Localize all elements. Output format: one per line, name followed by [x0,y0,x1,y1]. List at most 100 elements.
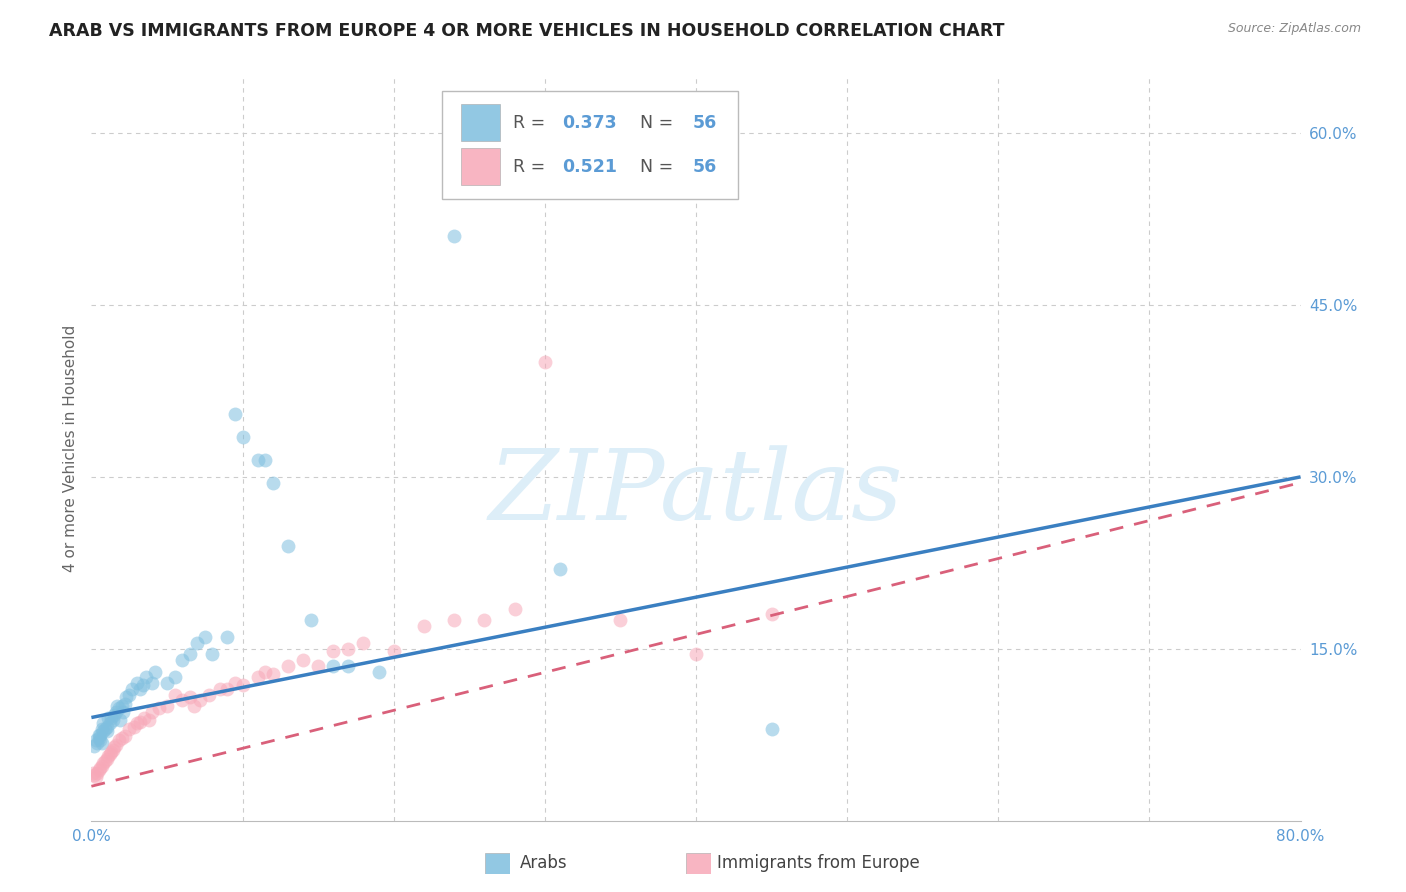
Point [98,747,121,761]
Point [299,613,322,627]
Point [194,630,217,644]
Point [132,678,155,692]
Point [94,754,117,768]
Point [93,756,115,771]
Point [87,728,110,742]
Point [163,688,186,702]
Point [141,705,163,719]
Point [246,452,269,467]
Text: 0.521: 0.521 [562,158,617,176]
Point [337,659,360,673]
Point [292,653,315,667]
Point [121,681,143,696]
Point [108,713,131,727]
Point [86,736,108,750]
Point [382,644,405,658]
Point [105,699,128,714]
Point [337,641,360,656]
Text: 0.373: 0.373 [562,113,616,132]
Point [231,430,253,444]
Text: ZIPatlas: ZIPatlas [489,445,903,541]
Point [141,676,163,690]
Point [156,699,179,714]
Point [217,630,239,644]
Point [685,648,707,662]
Text: 56: 56 [692,158,717,176]
Point [83,739,105,753]
Text: Immigrants from Europe: Immigrants from Europe [717,855,920,872]
Text: 56: 56 [692,113,717,132]
Text: Source: ZipAtlas.com: Source: ZipAtlas.com [1227,22,1361,36]
Point [86,765,108,780]
Point [83,768,105,782]
Point [135,670,157,684]
Point [93,724,115,739]
Point [101,742,124,756]
Point [94,722,117,736]
Point [231,678,253,692]
Point [98,716,121,731]
Point [100,710,122,724]
Point [122,720,145,734]
Point [104,705,127,719]
Point [134,710,156,724]
Point [104,738,127,752]
Point [89,733,111,747]
Point [93,716,115,731]
Point [609,613,631,627]
Point [101,713,124,727]
Point [114,729,136,743]
Point [84,733,107,747]
Text: R =: R = [513,113,551,132]
Point [96,724,118,739]
Point [548,561,571,575]
Point [128,681,150,696]
Point [217,681,239,696]
Point [148,701,170,715]
Point [761,722,783,736]
Point [254,665,277,679]
Point [188,693,211,707]
Point [183,699,205,714]
Point [201,648,224,662]
Point [100,745,122,759]
Point [413,619,436,633]
Point [761,607,783,622]
Point [82,765,104,780]
FancyBboxPatch shape [461,148,501,186]
Point [186,636,208,650]
Point [262,475,284,490]
Point [277,539,299,553]
FancyBboxPatch shape [441,91,738,199]
Point [179,690,201,704]
Point [115,690,138,704]
Point [112,705,135,719]
Point [307,659,329,673]
Point [91,736,114,750]
Point [87,763,110,777]
Point [97,749,120,764]
Point [103,740,125,755]
Point [91,758,114,772]
Point [224,676,246,690]
Point [163,670,186,684]
Point [107,701,129,715]
Point [96,720,118,734]
Point [172,693,194,707]
Point [118,722,141,736]
Text: R =: R = [513,158,551,176]
Point [103,708,125,723]
Point [277,659,299,673]
Point [97,710,120,724]
Point [262,667,284,681]
Point [87,731,110,746]
Point [208,681,231,696]
Point [503,601,526,615]
Point [443,613,465,627]
Point [111,699,132,714]
Point [254,452,277,467]
Point [322,644,344,658]
Point [367,665,389,679]
Point [322,659,344,673]
Point [472,613,495,627]
